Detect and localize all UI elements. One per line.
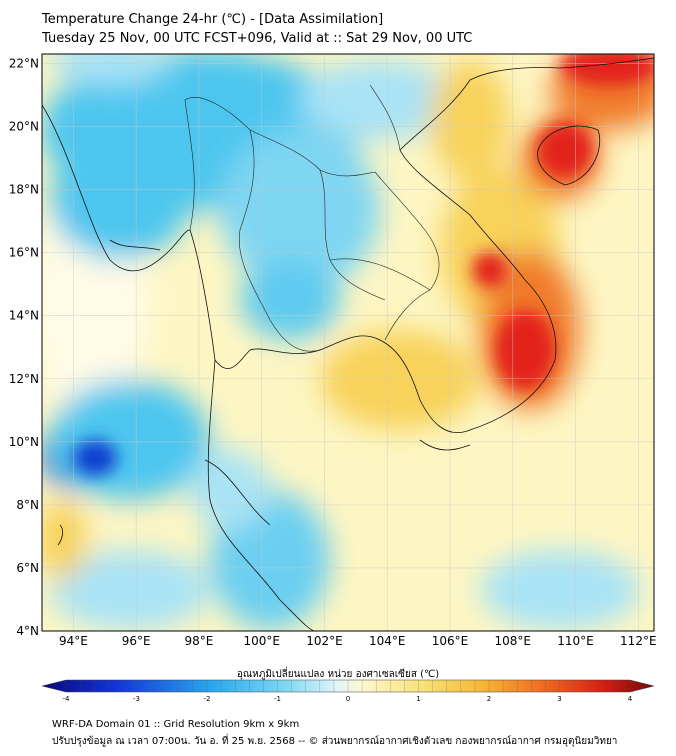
colorbar-tick-label: 0 <box>346 695 350 703</box>
colorbar-tick-label: 2 <box>487 695 491 703</box>
lat-tick-label: 10°N <box>9 435 39 449</box>
colorbar-label: อุณหภูมิเปลี่ยนแปลง หน่วย องศาเซลเซียส (… <box>236 669 440 680</box>
colorbar-tick-label: 1 <box>416 695 420 703</box>
lon-tick-label: 94°E <box>59 634 88 648</box>
lon-tick-label: 112°E <box>620 634 657 648</box>
lon-tick-label: 98°E <box>184 634 213 648</box>
lon-tick-label: 104°E <box>369 634 406 648</box>
latitude-axis: 22°N 20°N 18°N 16°N 14°N 12°N 10°N 8°N 6… <box>9 56 39 638</box>
country-borders <box>184 84 440 352</box>
lat-tick-label: 18°N <box>9 183 39 197</box>
lon-tick-label: 108°E <box>495 634 532 648</box>
colorbar-ticks: -4 -3 -2 -1 0 1 2 3 4 <box>63 695 633 703</box>
lon-tick-label: 96°E <box>122 634 151 648</box>
lon-tick-label: 106°E <box>432 634 469 648</box>
lat-tick-label: 12°N <box>9 372 39 386</box>
update-credit: ปรับปรุงข้อมูล ณ เวลา 07:00น. วัน อ. ที่… <box>52 736 618 747</box>
lat-tick-label: 22°N <box>9 56 39 70</box>
colorbar-tick-label: -1 <box>274 695 281 703</box>
lat-tick-label: 16°N <box>9 246 39 260</box>
map-frame <box>41 53 655 632</box>
colorbar-tick-label: 3 <box>557 695 561 703</box>
lat-tick-label: 4°N <box>16 624 39 638</box>
map-title: Temperature Change 24-hr (℃) - [Data Ass… <box>42 12 384 27</box>
graticule <box>42 54 654 631</box>
colorbar-tick-label: -3 <box>133 695 140 703</box>
model-info: WRF-DA Domain 01 :: Grid Resolution 9km … <box>52 719 300 730</box>
lon-tick-label: 110°E <box>557 634 594 648</box>
lon-tick-label: 102°E <box>306 634 343 648</box>
lat-tick-label: 14°N <box>9 309 39 323</box>
colorbar-tick-label: -4 <box>63 695 71 703</box>
heatmap-field <box>42 54 654 631</box>
map-subtitle: Tuesday 25 Nov, 00 UTC FCST+096, Valid a… <box>42 31 473 46</box>
lat-tick-label: 6°N <box>16 561 39 575</box>
longitude-axis: 94°E 96°E 98°E 100°E 102°E 104°E 106°E 1… <box>59 634 657 648</box>
colorbar-tick-label: 4 <box>628 695 633 703</box>
lat-tick-label: 20°N <box>9 120 39 134</box>
colorbar-divisions <box>65 680 631 692</box>
coastlines <box>42 57 654 631</box>
colorbar-tick-label: -2 <box>204 695 211 703</box>
lat-tick-label: 8°N <box>16 498 39 512</box>
lon-tick-label: 100°E <box>243 634 280 648</box>
